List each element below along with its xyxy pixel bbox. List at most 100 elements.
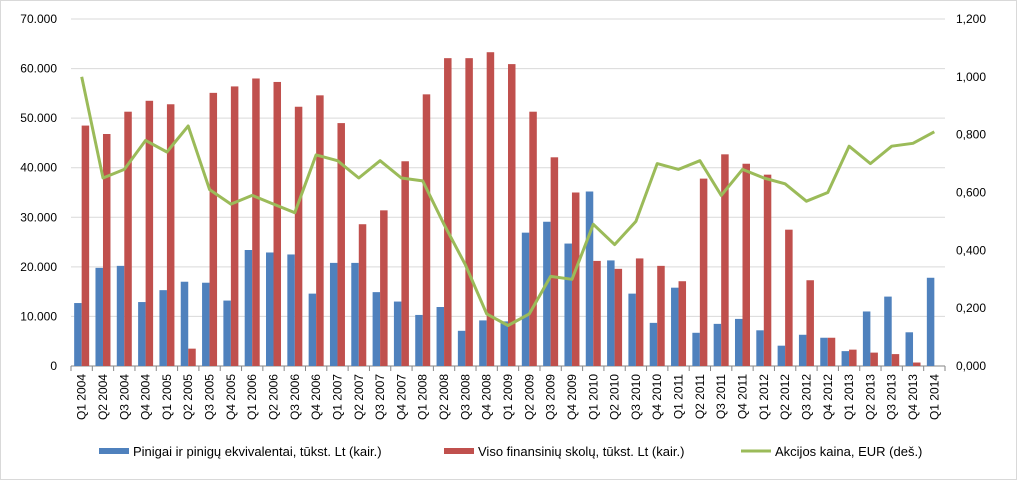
debt-bar <box>742 163 750 366</box>
x-tick-label: Q4 2004 <box>139 374 153 420</box>
left-tick-label: 20.000 <box>20 260 57 274</box>
debt-bar <box>188 348 196 366</box>
cash-bar <box>649 322 658 366</box>
cash-bar <box>777 345 786 366</box>
left-tick-label: 60.000 <box>20 62 57 76</box>
right-tick-label: 0,600 <box>956 186 986 200</box>
x-tick-label: Q3 2012 <box>799 374 813 420</box>
x-tick-label: Q1 2007 <box>330 374 344 420</box>
debt-bar <box>827 337 836 366</box>
x-tick-label: Q1 2008 <box>416 374 430 420</box>
cash-bar <box>543 221 551 366</box>
price-line <box>80 76 936 327</box>
left-tick-label: 30.000 <box>20 210 57 224</box>
cash-bar <box>607 260 615 366</box>
debt-bar <box>785 229 793 366</box>
cash-bar <box>436 307 445 366</box>
cash-bar <box>287 254 295 366</box>
debt-bar <box>529 111 537 366</box>
cash-bar <box>308 293 317 366</box>
debt-bar <box>145 100 154 367</box>
x-tick-label: Q2 2008 <box>437 374 451 420</box>
cash-bar <box>841 351 850 366</box>
x-tick-label: Q2 2006 <box>267 374 281 420</box>
cash-bar <box>713 323 722 366</box>
cash-bar <box>266 252 274 366</box>
cash-bar <box>180 281 189 366</box>
right-axis: 0,000 0,200 0,400 0,600 0,800 1,000 1,200 <box>956 12 986 373</box>
debt-bar <box>166 104 175 367</box>
x-tick-label: Q1 2012 <box>757 374 771 420</box>
x-tick-label: Q2 2011 <box>693 374 707 419</box>
debt-bar <box>273 81 282 366</box>
x-tick-label: Q3 2004 <box>117 374 131 420</box>
legend: Pinigai ir pinigų ekvivalentai, tūkst. L… <box>99 444 922 459</box>
debt-bar <box>870 352 878 366</box>
debt-bar <box>401 161 409 366</box>
x-tick-label: Q4 2012 <box>821 374 835 420</box>
debt-bar <box>593 260 601 366</box>
x-tick-label: Q1 2004 <box>75 374 89 420</box>
debt-bar <box>891 354 900 366</box>
cash-bar <box>329 262 338 366</box>
debt-bar <box>678 281 687 366</box>
legend-swatch <box>99 448 129 454</box>
cash-bar <box>628 293 636 366</box>
debt-bar <box>913 362 921 366</box>
debt-bar <box>657 265 665 366</box>
x-tick-label: Q1 2006 <box>245 374 259 420</box>
x-tick-label: Q3 2010 <box>629 374 643 420</box>
x-tick-label: Q4 2010 <box>650 374 664 420</box>
debt-bar <box>486 52 495 366</box>
debt-bar <box>316 95 324 366</box>
x-tick-label: Q1 2005 <box>160 374 174 420</box>
legend-label: Akcijos kaina, EUR (deš.) <box>775 444 922 459</box>
cash-bar <box>500 321 508 366</box>
left-tick-label: 10.000 <box>20 309 57 323</box>
cash-bar <box>393 301 402 366</box>
cash-bar <box>820 337 828 366</box>
legend-label: Viso finansinių skolų, tūkst. Lt (kair.) <box>478 444 684 459</box>
cash-bar <box>564 243 572 366</box>
x-tick-label: Q4 2007 <box>394 374 408 420</box>
x-tick-label: Q3 2008 <box>458 374 472 420</box>
x-tick-label: Q2 2007 <box>352 374 366 420</box>
x-tick-label: Q3 2013 <box>885 374 899 420</box>
legend-label: Pinigai ir pinigų ekvivalentai, tūkst. L… <box>133 444 382 459</box>
x-tick-label: Q1 2011 <box>672 374 686 419</box>
debt-bar <box>444 58 452 366</box>
debt-bar <box>358 224 367 366</box>
debt-bar <box>721 154 729 366</box>
cash-bar <box>585 191 594 366</box>
left-tick-label: 50.000 <box>20 111 57 125</box>
debt-bar <box>550 157 559 366</box>
right-tick-label: 0,000 <box>956 359 986 373</box>
debt-bar <box>508 64 516 367</box>
x-tick-label: Q3 2007 <box>373 374 387 420</box>
debt-series-bars <box>81 52 921 367</box>
cash-bar <box>351 262 359 366</box>
debt-bar <box>230 86 239 366</box>
x-tick-label: Q3 2005 <box>203 374 217 420</box>
cash-bar <box>74 303 82 366</box>
debt-bar <box>380 210 388 366</box>
x-tick-label: Q4 2009 <box>565 374 579 420</box>
debt-bar <box>252 78 260 366</box>
cash-bar <box>798 334 807 366</box>
x-tick-label: Q1 2009 <box>501 374 515 420</box>
x-tick-label: Q4 2006 <box>309 374 323 420</box>
cash-bar <box>862 311 871 366</box>
left-tick-label: 40.000 <box>20 161 57 175</box>
left-tick-label: 0 <box>50 359 57 373</box>
legend-swatch <box>444 448 474 454</box>
debt-bar <box>806 280 814 366</box>
category-axis: Q1 2004 Q2 2004 Q3 2004 Q4 2004 Q1 2005 Q2 20… <box>70 366 946 420</box>
right-tick-label: 1,200 <box>956 12 986 26</box>
x-tick-label: Q2 2009 <box>522 374 536 420</box>
left-tick-label: 70.000 <box>20 12 57 26</box>
debt-bar <box>699 178 708 366</box>
cash-bar <box>884 296 892 366</box>
debt-bar <box>124 111 132 366</box>
